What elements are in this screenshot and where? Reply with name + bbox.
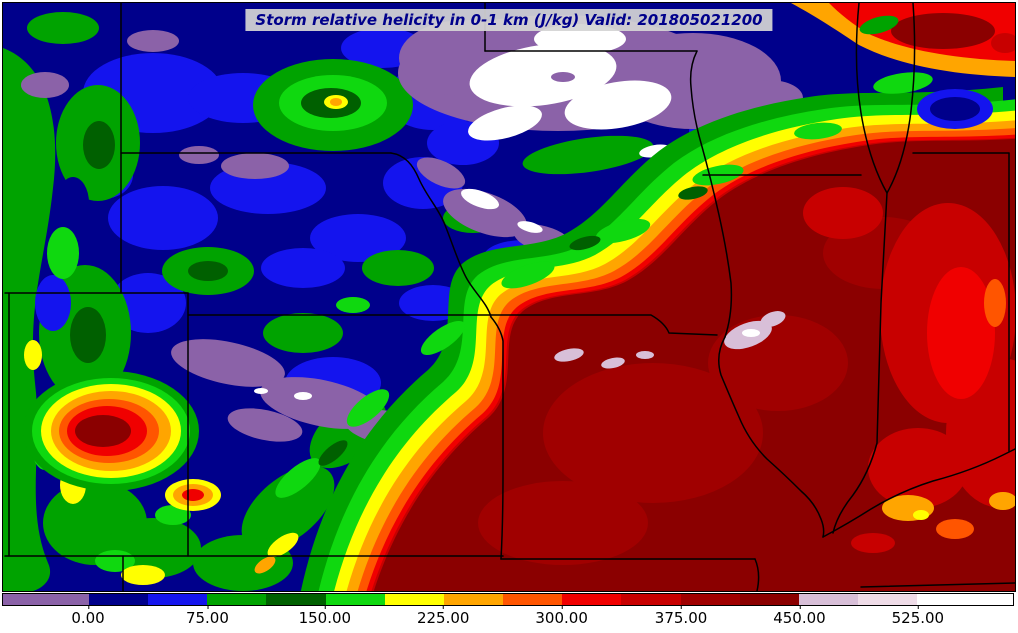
color-field — [3, 3, 1015, 591]
colorbar-tick-label: 150.00 — [298, 606, 352, 627]
colorbar-segment — [384, 594, 444, 605]
colorbar-tick-labels: 0.00 75.00 150.00 225.00 300.00 375.00 450.00 5… — [2, 606, 1014, 629]
colorbar-segment — [798, 594, 859, 605]
colorbar-tick-label: 450.00 — [773, 606, 826, 627]
map-panel: Storm relative helicity in 0-1 km (J/kg)… — [2, 2, 1016, 592]
map-title: Storm relative helicity in 0-1 km (J/kg)… — [255, 11, 763, 29]
colorbar-segment — [858, 594, 918, 605]
colorbar-tick-label: 75.00 — [185, 606, 229, 627]
colorbar-tick-label: 300.00 — [535, 606, 588, 627]
white-blobs — [461, 24, 672, 233]
colorbar-segment — [325, 594, 385, 605]
colorbar-segment — [917, 594, 1013, 605]
missouri-river — [390, 152, 492, 318]
colorbar-tick-label: 525.00 — [891, 606, 945, 627]
colorbar-segment — [207, 594, 267, 605]
colorbar-tick-label: 375.00 — [654, 606, 708, 627]
ohio-river — [822, 448, 1015, 538]
colorbar-segment — [739, 594, 799, 605]
title-bar: Storm relative helicity in 0-1 km (J/kg)… — [245, 9, 773, 31]
colorbar-segment — [443, 594, 504, 605]
colorbar — [2, 593, 1014, 606]
topright-warm-zone — [791, 3, 1015, 129]
colorbar-tick-label: 225.00 — [416, 606, 470, 627]
colorbar-segment — [503, 594, 563, 605]
colorbar-segment — [148, 594, 208, 605]
colorbar-segment — [680, 594, 740, 605]
colorbar-tick-label: 0.00 — [71, 606, 105, 627]
colorbar-segment — [266, 594, 326, 605]
helicity-map — [3, 3, 1015, 591]
mississippi-river — [689, 50, 733, 338]
state-borders — [4, 3, 1015, 591]
colorbar-segment — [562, 594, 622, 605]
colorado-helicity-max — [23, 371, 221, 511]
colorbar-segment — [88, 594, 149, 605]
colorbar-segment — [3, 594, 89, 605]
colorbar-segment — [621, 594, 681, 605]
